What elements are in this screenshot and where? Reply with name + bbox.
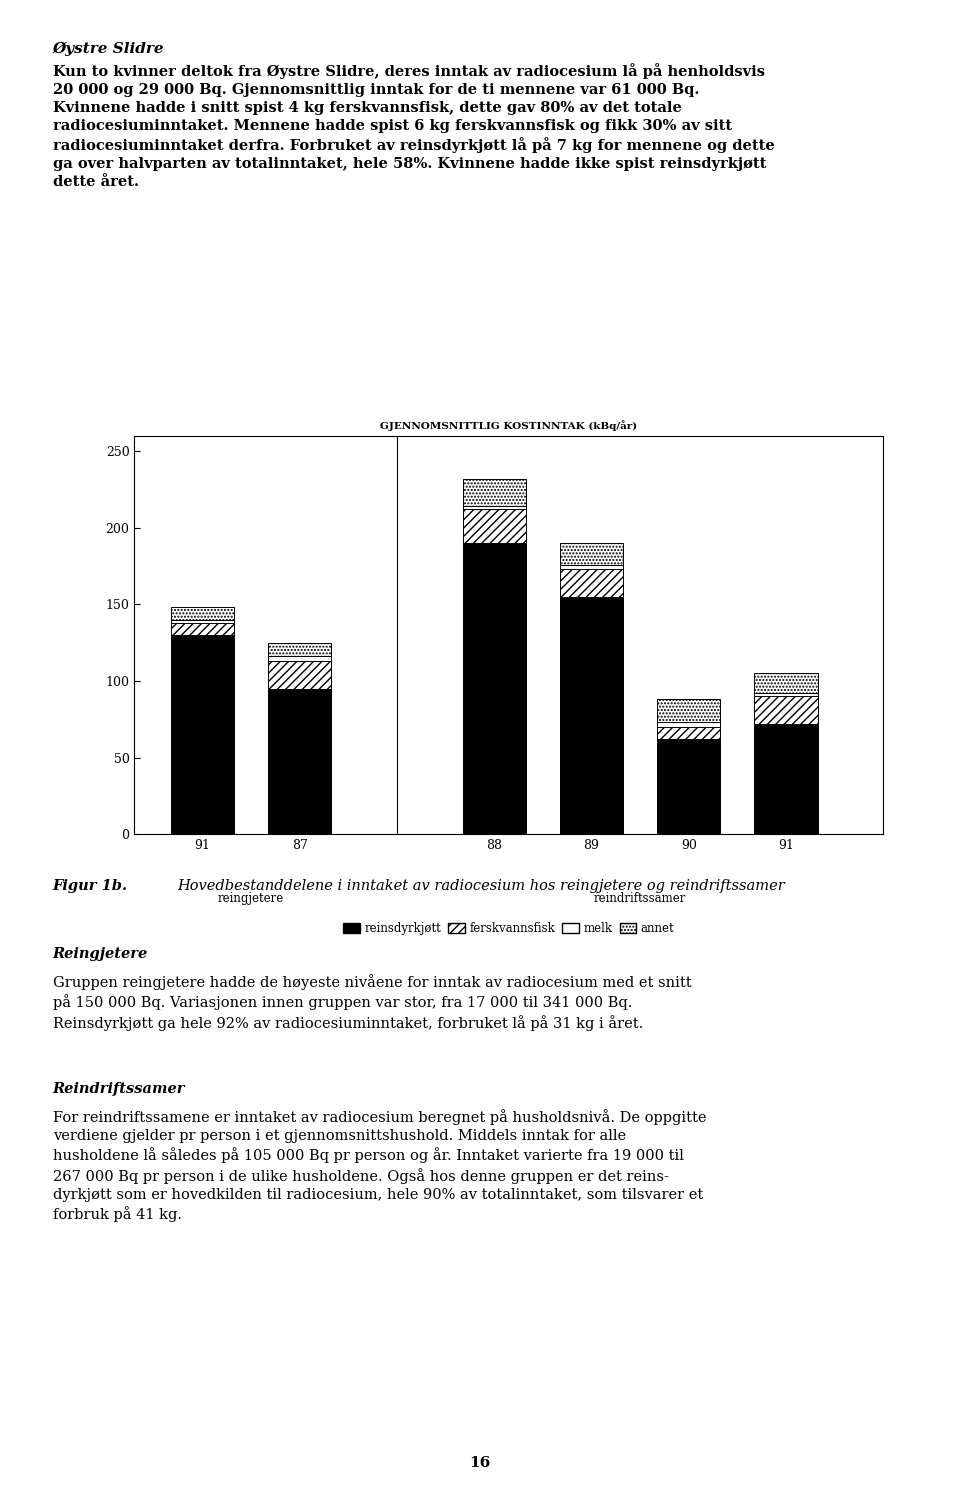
Text: reingjetere: reingjetere [218, 893, 284, 905]
Bar [268, 661, 331, 688]
Bar [755, 693, 818, 696]
Bar [268, 657, 331, 661]
Bar [171, 607, 234, 619]
Bar [560, 597, 623, 834]
Text: Figur 1b.: Figur 1b. [53, 879, 128, 893]
Bar [171, 619, 234, 622]
Title: GJENNOMSNITTLIG KOSTINNTAK (kBq/år): GJENNOMSNITTLIG KOSTINNTAK (kBq/år) [380, 419, 637, 431]
Text: Kun to kvinner deltok fra Øystre Slidre, deres inntak av radiocesium lå på henho: Kun to kvinner deltok fra Øystre Slidre,… [53, 63, 775, 189]
Bar [463, 479, 526, 507]
Bar [755, 696, 818, 724]
Bar [463, 543, 526, 834]
Bar [463, 507, 526, 510]
Bar [463, 510, 526, 543]
Legend: reinsdyrkjøtt, ferskvannsfisk, melk, annet: reinsdyrkjøtt, ferskvannsfisk, melk, ann… [338, 917, 680, 939]
Text: Hovedbestanddelene i inntaket av radiocesium hos reingjetere og reindriftssamer: Hovedbestanddelene i inntaket av radioce… [178, 879, 785, 893]
Bar [268, 688, 331, 834]
Text: reindriftssamer: reindriftssamer [594, 893, 686, 905]
Bar [657, 727, 720, 739]
Text: Reingjetere: Reingjetere [53, 947, 148, 960]
Text: For reindriftssamene er inntaket av radiocesium beregnet på husholdsnivå. De opp: For reindriftssamene er inntaket av radi… [53, 1109, 707, 1222]
Bar [171, 622, 234, 634]
Bar [657, 739, 720, 834]
Bar [755, 724, 818, 834]
Text: Reindriftssamer: Reindriftssamer [53, 1082, 185, 1096]
Bar [755, 673, 818, 693]
Text: Gruppen reingjetere hadde de høyeste nivåene for inntak av radiocesium med et sn: Gruppen reingjetere hadde de høyeste niv… [53, 974, 691, 1031]
Bar [560, 543, 623, 565]
Bar [560, 565, 623, 570]
Bar [657, 699, 720, 723]
Bar [268, 643, 331, 657]
Bar [657, 723, 720, 727]
Text: 16: 16 [469, 1456, 491, 1470]
Bar [171, 634, 234, 834]
Bar [560, 570, 623, 597]
Text: Øystre Slidre: Øystre Slidre [53, 42, 164, 57]
